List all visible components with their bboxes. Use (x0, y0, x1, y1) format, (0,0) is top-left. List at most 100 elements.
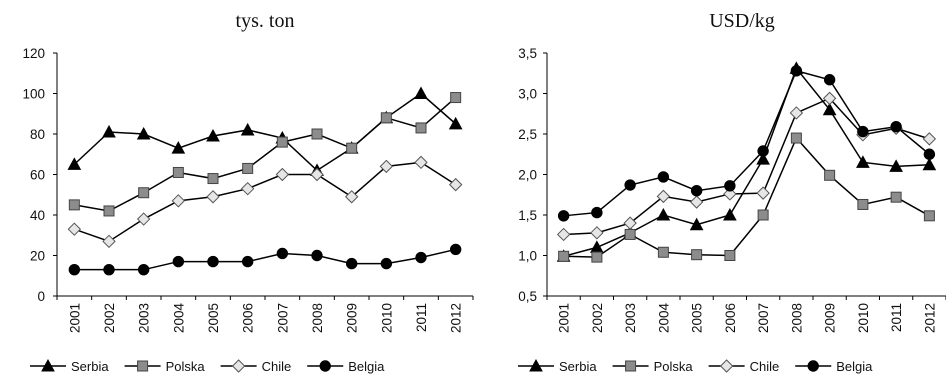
data-point-belgia (624, 179, 636, 191)
data-point-chile (590, 226, 604, 240)
data-point-serbia (922, 157, 937, 171)
x-tick-label: 2002 (590, 303, 605, 333)
series-line-serbia (563, 66, 930, 258)
x-tick-label: 2012 (922, 303, 937, 333)
data-point-serbia (206, 128, 220, 142)
x-tick-label: 2007 (756, 303, 771, 333)
x-tick-label: 2006 (241, 303, 256, 333)
x-tick-label: 2012 (449, 303, 464, 333)
y-tick-label: 120 (22, 46, 45, 61)
series-line-polska (74, 96, 457, 212)
x-tick-label: 2010 (379, 303, 394, 333)
data-point-chile (756, 186, 770, 200)
data-point-serbia (723, 207, 737, 221)
data-point-polska (346, 142, 358, 154)
legend-marker-chile (231, 359, 246, 373)
data-point-polska (311, 128, 323, 140)
data-point-polska (691, 249, 703, 261)
data-point-belgia (690, 185, 703, 197)
data-point-belgia (172, 255, 185, 268)
legend-item-belgia: Belgia (307, 359, 385, 374)
legend-label: Belgia (836, 359, 873, 374)
data-point-serbia (756, 152, 770, 165)
legend-label: Chile (262, 359, 292, 374)
legend-item-polska: Polska (124, 359, 206, 374)
data-point-chile (448, 177, 463, 192)
data-point-polska (415, 122, 427, 134)
data-point-polska (138, 187, 150, 199)
data-point-polska (558, 250, 570, 262)
x-tick-label: 2006 (723, 303, 738, 333)
data-point-polska (824, 169, 836, 181)
data-point-serbia (448, 116, 463, 130)
chart-2: USD/kg 0,5 1,0 1,5 2,0 2,5 3,0 3,5 2001 2002 2003 2… (518, 10, 946, 374)
legend-item-chile: Chile (708, 359, 780, 374)
data-point-polska (242, 162, 254, 174)
legend-item-polska: Polska (612, 359, 694, 374)
data-point-chile (240, 181, 255, 196)
data-point-serbia (240, 122, 255, 136)
y-tick-label: 60 (30, 168, 45, 183)
chart-title: USD/kg (709, 10, 775, 32)
y-tick-label: 3,0 (518, 87, 537, 102)
data-point-chile (723, 187, 737, 201)
legend-label: Polska (166, 359, 206, 374)
x-tick-label: 2005 (206, 303, 221, 333)
data-point-belgia (345, 257, 358, 270)
data-point-polska (923, 210, 935, 222)
legend-label: Belgia (348, 359, 385, 374)
data-point-polska (790, 132, 802, 144)
x-tick-label: 2001 (67, 303, 82, 333)
y-tick-label: 3,5 (518, 46, 537, 61)
data-point-belgia (790, 65, 803, 77)
series-line-chile (563, 97, 930, 236)
data-point-belgia (823, 74, 836, 86)
data-point-serbia (67, 157, 82, 170)
data-point-chile (623, 216, 637, 230)
y-tick-label: 0 (37, 289, 45, 304)
data-point-chile (922, 132, 937, 146)
data-point-belgia (103, 263, 115, 276)
data-point-belgia (415, 251, 427, 264)
legend-item-serbia: Serbia (518, 358, 597, 374)
data-point-belgia (449, 243, 462, 256)
data-point-chile (206, 190, 220, 204)
x-tick-label: 2008 (789, 303, 804, 333)
x-tick-label: 2007 (275, 303, 290, 333)
data-point-chile (275, 167, 290, 182)
legend-marker-serbia (529, 358, 543, 372)
data-point-chile (344, 190, 359, 204)
data-point-polska (207, 173, 219, 185)
y-tick-label: 2,5 (518, 127, 537, 142)
data-point-polska (724, 250, 736, 261)
y-tick-label: 80 (30, 127, 45, 142)
x-tick-label: 2010 (856, 303, 871, 333)
data-point-chile (414, 155, 428, 170)
data-point-belgia (207, 255, 219, 268)
legend-item-belgia: Belgia (795, 359, 873, 374)
series-line-serbia (73, 92, 457, 172)
legend-label: Polska (654, 359, 694, 374)
x-tick-label: 2004 (171, 303, 186, 334)
x-tick-label: 2011 (889, 303, 904, 332)
x-tick-label: 2002 (102, 303, 117, 333)
data-point-polska (857, 198, 869, 210)
data-point-chile (789, 106, 804, 120)
data-point-polska (103, 205, 115, 217)
y-tick-label: 100 (22, 87, 45, 102)
data-point-serbia (136, 126, 151, 140)
data-point-chile (689, 195, 704, 209)
data-point-polska (890, 191, 902, 203)
data-point-chile (556, 227, 571, 242)
data-point-polska (380, 112, 392, 124)
data-point-belgia (311, 249, 323, 262)
legend-label: Chile (750, 359, 780, 374)
data-point-serbia (102, 124, 116, 138)
data-point-polska (172, 166, 184, 178)
data-point-polska (657, 246, 669, 258)
data-point-belgia (276, 247, 289, 260)
data-point-belgia (68, 263, 81, 276)
x-tick-label: 2003 (623, 303, 638, 333)
data-point-serbia (689, 217, 704, 231)
